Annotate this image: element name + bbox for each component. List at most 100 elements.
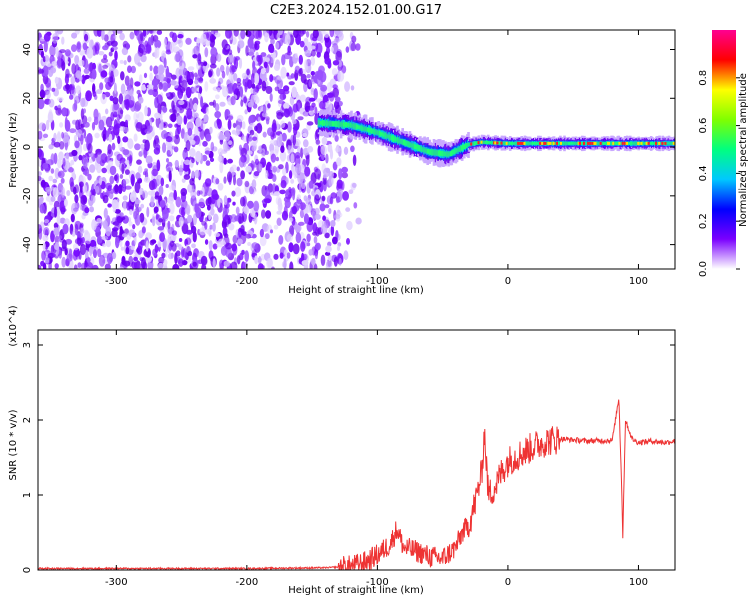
- heatmap-noise-cell: [40, 179, 46, 188]
- heatmap-noise-cell: [174, 252, 178, 265]
- heatmap-noise-cell: [170, 79, 177, 86]
- heatmap-noise-cell: [108, 51, 113, 57]
- heatmap-noise-cell: [257, 263, 264, 269]
- heatmap-noise-cell: [173, 134, 180, 145]
- heatmap-noise-cell: [260, 68, 266, 75]
- heatmap-noise-cell: [228, 223, 235, 231]
- heatmap-noise-cell: [46, 90, 51, 99]
- heatmap-noise-cell: [315, 242, 321, 251]
- heatmap-y-axis-label: Frequency (Hz): [8, 112, 19, 188]
- heatmap-noise-cell: [243, 96, 248, 104]
- heatmap-noise-cell: [239, 252, 244, 261]
- heatmap-noise-cell: [264, 32, 269, 43]
- heatmap-noise-cell: [102, 133, 106, 142]
- heatmap-noise-cell: [219, 262, 224, 269]
- heatmap-noise-cell: [72, 103, 78, 112]
- heatmap-noise-cell: [292, 243, 300, 255]
- heatmap-noise-cell: [76, 41, 82, 53]
- heatmap-noise-cell: [210, 47, 218, 57]
- heatmap-noise-cell: [145, 240, 149, 252]
- heatmap-noise-cell: [204, 81, 209, 92]
- heatmap-noise-cell: [244, 81, 248, 93]
- heatmap-noise-cell: [228, 82, 234, 95]
- heatmap-noise-cell: [203, 114, 209, 123]
- heatmap-noise-cell: [49, 44, 56, 57]
- heatmap-noise-cell: [69, 94, 74, 100]
- snr-panel: -300 -200 -100 0 100 0 1 2 3 Height of straight…: [8, 305, 676, 596]
- heatmap-noise-cell: [102, 194, 109, 204]
- heatmap-noise-cell: [209, 224, 213, 230]
- heatmap-noise-cell: [259, 228, 264, 238]
- heatmap-noise-cell: [38, 149, 44, 161]
- heatmap-noise-cell: [332, 84, 338, 89]
- heatmap-noise-cell: [238, 156, 245, 168]
- heatmap-noise-cell: [158, 82, 163, 90]
- heatmap-noise-cell: [138, 74, 143, 84]
- heatmap-noise-cell: [289, 95, 295, 106]
- heatmap-noise-cell: [320, 84, 328, 92]
- heatmap-noise-cell: [195, 150, 202, 163]
- heatmap-noise-cell: [183, 174, 191, 180]
- heatmap-noise-cell: [179, 55, 183, 67]
- heatmap-noise-cell: [235, 206, 240, 215]
- heatmap-noise-cell: [246, 68, 250, 76]
- heatmap-noise-cell: [227, 158, 234, 164]
- heatmap-noise-cell: [80, 194, 88, 205]
- heatmap-noise-cell: [73, 155, 79, 161]
- heatmap-noise-cell: [238, 57, 243, 69]
- heatmap-noise-cell: [329, 196, 334, 205]
- heatmap-noise-cell: [237, 238, 243, 245]
- heatmap-noise-cell: [64, 74, 69, 85]
- heatmap-noise-cell: [83, 68, 90, 74]
- heatmap-noise-cell: [314, 168, 322, 180]
- heatmap-noise-cell: [256, 54, 261, 63]
- heatmap-noise-cell: [219, 161, 224, 174]
- heatmap-noise-cell: [252, 60, 256, 70]
- heatmap-noise-cell: [243, 205, 250, 215]
- heatmap-noise-cell: [154, 244, 159, 254]
- heatmap-noise-cell: [129, 209, 133, 216]
- heatmap-noise-cell: [287, 121, 292, 133]
- x-tick-label: -300: [105, 577, 128, 588]
- heatmap-noise-cell: [48, 98, 55, 108]
- heatmap-noise-cell: [159, 232, 166, 243]
- heatmap-noise-cell: [73, 207, 79, 212]
- heatmap-noise-cell: [341, 166, 348, 174]
- heatmap-noise-cell: [326, 82, 332, 93]
- heatmap-noise-cell: [312, 231, 318, 236]
- heatmap-noise-cell: [64, 49, 71, 57]
- heatmap-noise-cell: [152, 88, 159, 98]
- heatmap-noise-cell: [161, 252, 166, 259]
- heatmap-noise-cell: [135, 172, 141, 180]
- heatmap-noise-cell: [125, 42, 130, 51]
- heatmap-noise-cell: [185, 140, 191, 152]
- heatmap-noise-cell: [240, 147, 247, 157]
- heatmap-noise-cell: [251, 145, 257, 152]
- heatmap-noise-cell: [38, 171, 42, 177]
- heatmap-noise-cell: [270, 153, 277, 163]
- heatmap-noise-cell: [177, 34, 184, 39]
- heatmap-noise-cell: [234, 57, 239, 70]
- heatmap-noise-cell: [240, 170, 246, 180]
- heatmap-noise-cell: [240, 196, 246, 207]
- heatmap-noise-cell: [113, 82, 117, 95]
- heatmap-noise-cell: [53, 132, 57, 142]
- heatmap-noise-cell: [286, 233, 293, 242]
- heatmap-noise-cell: [301, 182, 306, 189]
- heatmap-noise-cell: [105, 133, 110, 141]
- heatmap-noise-cell: [57, 130, 61, 140]
- heatmap-noise-cell: [223, 260, 231, 267]
- heatmap-noise-cell: [96, 152, 103, 164]
- heatmap-noise-cell: [153, 206, 159, 213]
- heatmap-noise-cell: [332, 236, 338, 245]
- heatmap-noise-cell: [169, 202, 175, 215]
- heatmap-noise-cell: [310, 49, 316, 57]
- heatmap-noise-cell: [319, 100, 326, 110]
- heatmap-noise-cell: [143, 147, 148, 159]
- heatmap-noise-cell: [320, 224, 328, 235]
- heatmap-noise-cell: [129, 31, 135, 40]
- heatmap-noise-cell: [42, 162, 49, 169]
- heatmap-noise-cell: [272, 183, 277, 194]
- heatmap-noise-cell: [315, 139, 321, 145]
- x-tick-label: -200: [236, 577, 259, 588]
